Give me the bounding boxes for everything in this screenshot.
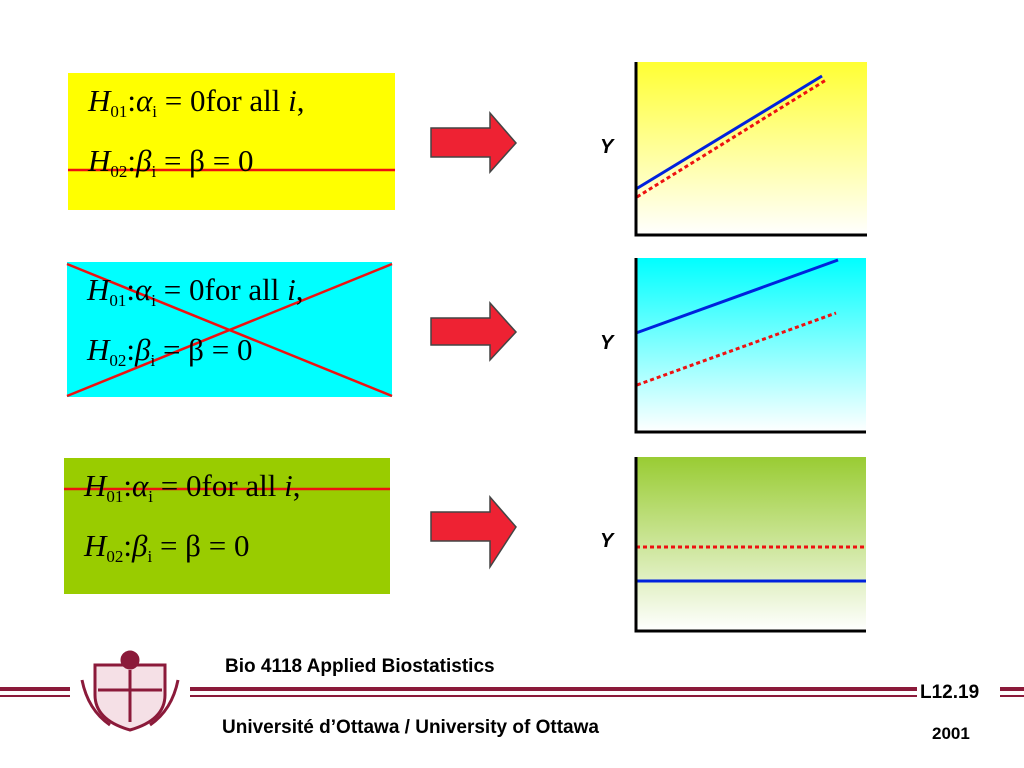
formula-part: i: [147, 547, 153, 566]
formula-part: β: [135, 332, 151, 367]
arrows: [430, 110, 518, 570]
formula-part: i: [150, 351, 156, 370]
formula: H02:βi = β = 0: [87, 332, 252, 371]
formula: H01:αi = 0for all i,: [88, 83, 305, 122]
formula-part: = 0: [156, 272, 205, 307]
axes: [634, 62, 867, 633]
slide-number: L12.19: [920, 682, 980, 703]
formula-part: = 0: [153, 468, 202, 503]
university-name: Université d’Ottawa / University of Otta…: [222, 717, 599, 738]
formula-part: H: [88, 143, 111, 178]
formula-part: ,: [296, 83, 305, 118]
formula-part: for all: [205, 83, 289, 118]
formula-part: 02: [106, 547, 124, 566]
formula-part: = β = 0: [156, 143, 254, 178]
formula-part: 02: [110, 162, 128, 181]
formula-part: H: [84, 528, 107, 563]
plot-areas: [636, 62, 867, 631]
formula-part: α: [136, 83, 153, 118]
formula-part: 01: [109, 291, 127, 310]
formula-part: β: [132, 528, 148, 563]
formula-part: = 0: [157, 83, 206, 118]
formula-part: i: [287, 272, 296, 307]
hypothesis-box: [64, 458, 390, 594]
y-axis-label: Y: [600, 530, 614, 552]
formula: H01:αi = 0for all i,: [84, 468, 301, 507]
y-axis-label: Y: [600, 332, 614, 354]
footer-bars: [0, 687, 1024, 697]
formula-part: i: [284, 468, 293, 503]
formula-part: :: [123, 468, 133, 503]
formula-part: :: [123, 528, 133, 563]
formula: H02:βi = β = 0: [88, 143, 253, 182]
formula-part: ,: [295, 272, 304, 307]
formula-part: i: [152, 102, 158, 121]
year: 2001: [932, 724, 970, 743]
formula-part: :: [126, 272, 136, 307]
formula-part: i: [288, 83, 297, 118]
formula-part: :: [127, 143, 137, 178]
formula-part: α: [132, 468, 149, 503]
plot-lines: [635, 74, 866, 583]
formula-part: i: [148, 487, 154, 506]
formula-part: α: [135, 272, 152, 307]
formula-part: 02: [109, 351, 127, 370]
formula-part: 01: [106, 487, 124, 506]
strike-lines: [64, 168, 395, 491]
formula-part: 01: [110, 102, 128, 121]
course-title: Bio 4118 Applied Biostatistics: [225, 656, 495, 677]
y-axis-label: Y: [600, 136, 614, 158]
formula-part: :: [127, 83, 137, 118]
formula-part: for all: [201, 468, 285, 503]
formula-part: i: [151, 291, 157, 310]
formula-part: H: [84, 468, 107, 503]
hypothesis-box: [68, 73, 395, 210]
formula-part: H: [87, 332, 110, 367]
formula-part: :: [126, 332, 136, 367]
formula-part: for all: [204, 272, 288, 307]
formula: H01:αi = 0for all i,: [87, 272, 304, 311]
university-crest: [80, 650, 180, 732]
formula-part: i: [151, 162, 157, 181]
formula-part: β: [136, 143, 152, 178]
formula-part: H: [88, 83, 111, 118]
formula-part: = β = 0: [152, 528, 250, 563]
formula: H02:βi = β = 0: [84, 528, 249, 567]
formula-part: ,: [292, 468, 301, 503]
formula-part: = β = 0: [155, 332, 253, 367]
formula-part: H: [87, 272, 110, 307]
